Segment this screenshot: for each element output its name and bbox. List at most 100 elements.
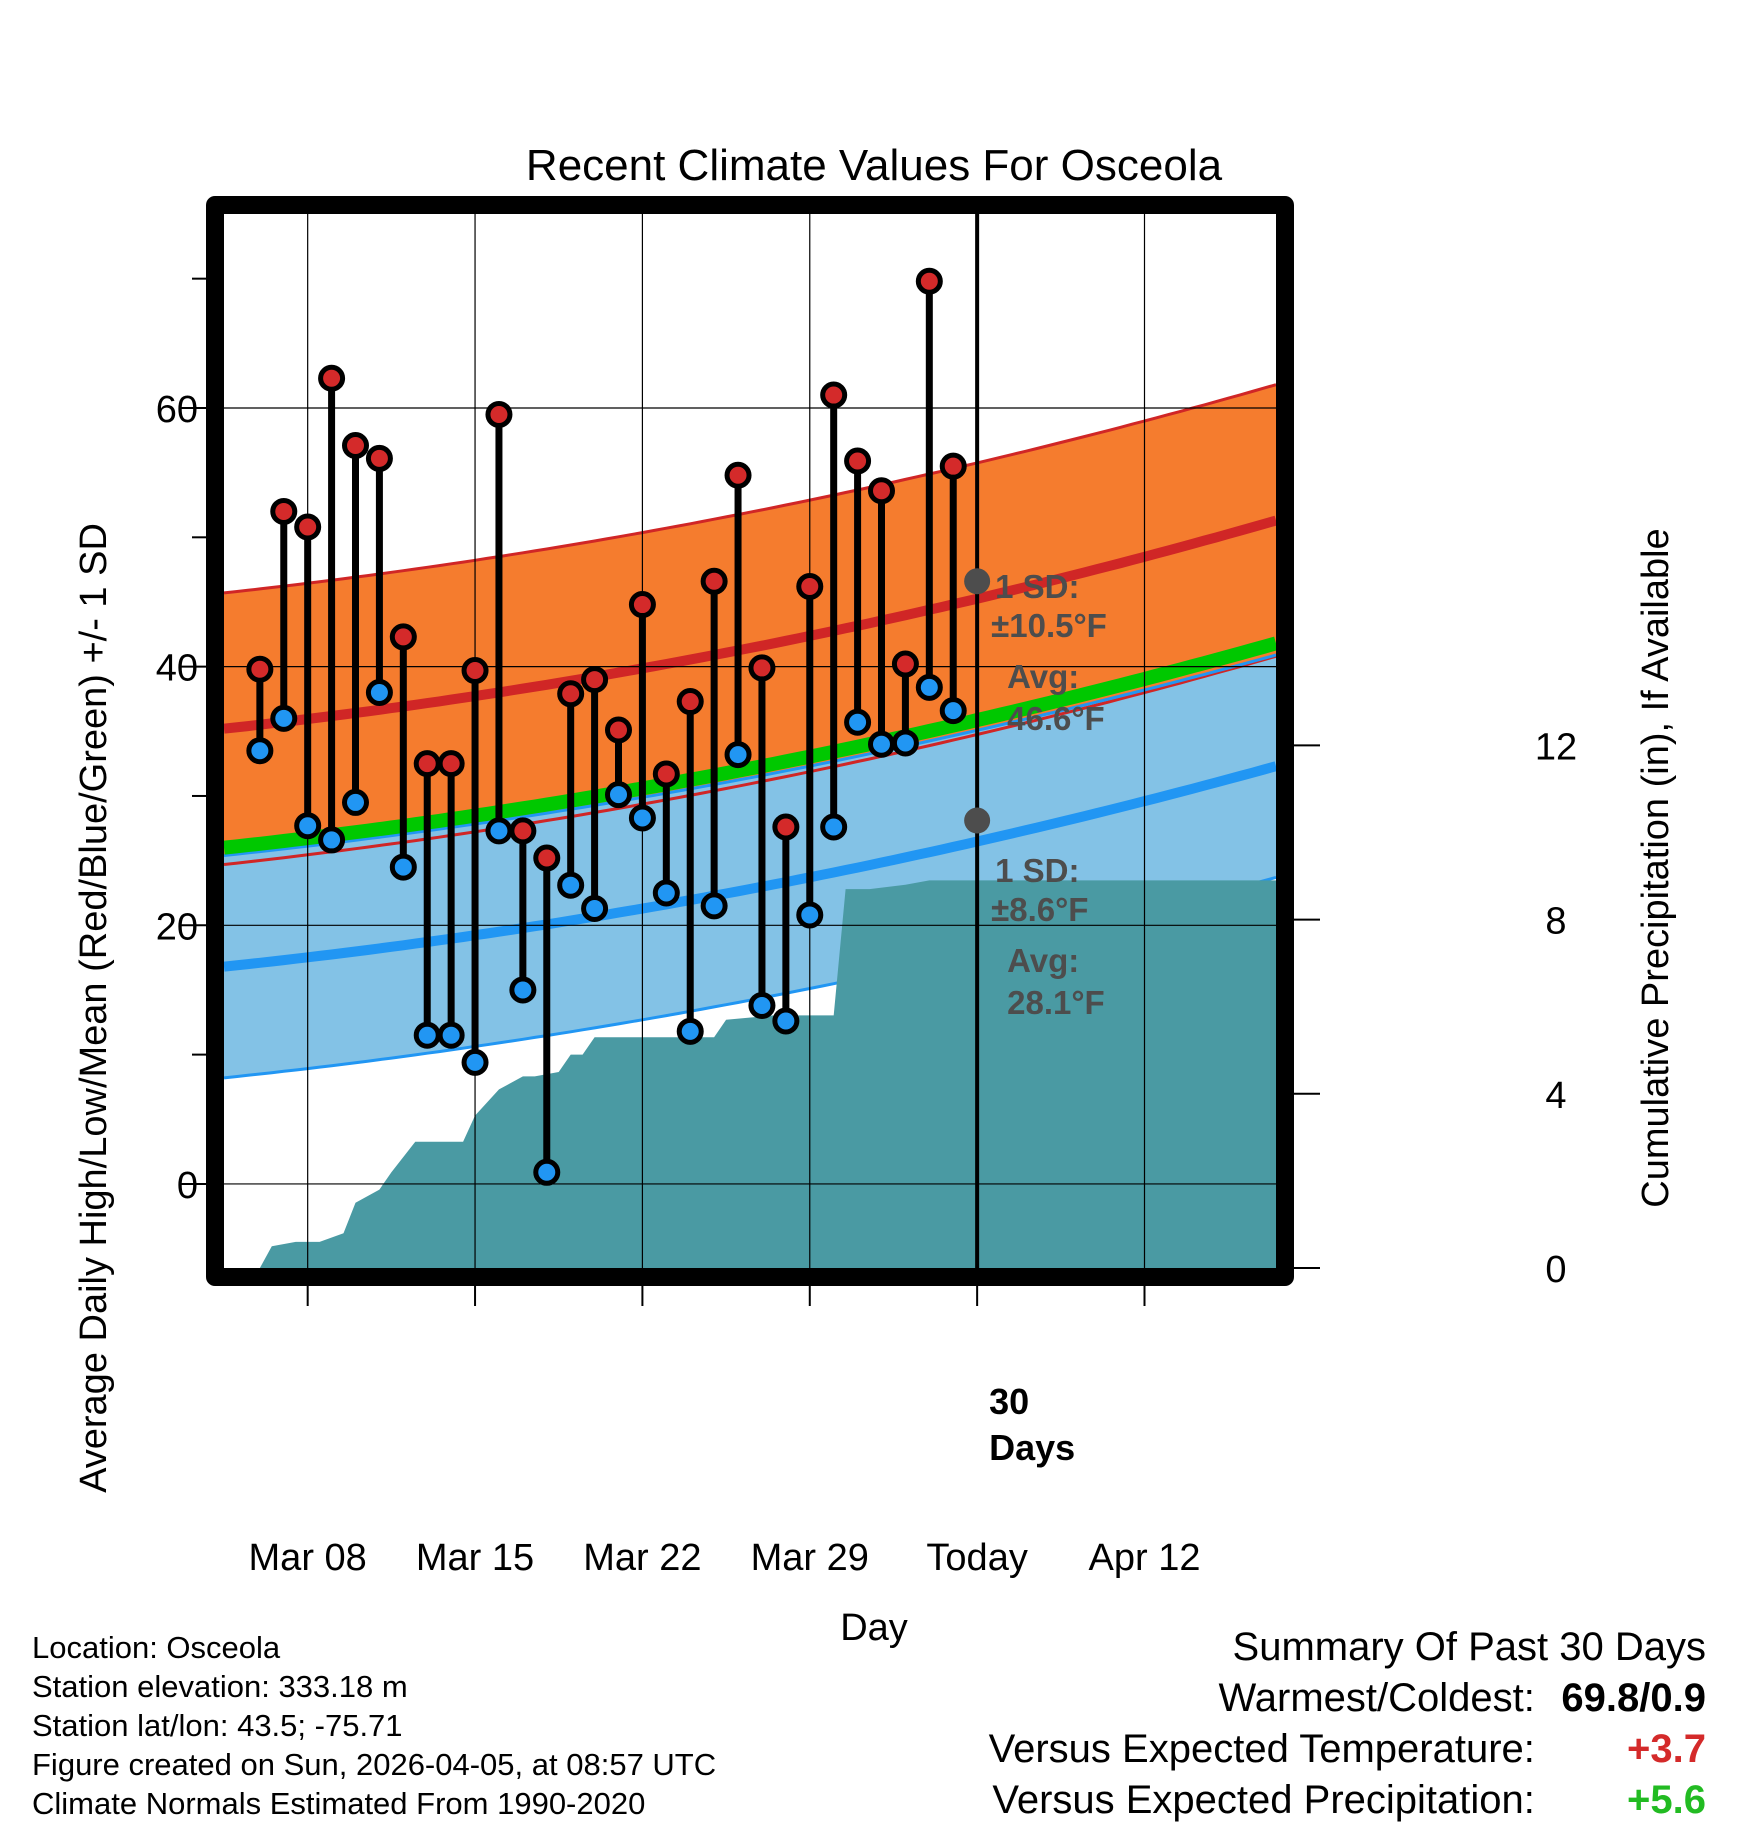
temp-value: +3.7 [1627,1727,1706,1771]
daily-high-point [389,623,417,651]
daily-high-point [485,400,513,428]
today-days-number: 30 [989,1381,1029,1422]
daily-low-point [246,737,274,765]
location-text: Location: Osceola [32,1630,281,1665]
daily-high-point [628,591,656,619]
daily-low-point [461,1048,489,1076]
daily-low-point [820,813,848,841]
high-mean-line [224,515,1276,734]
summary-temp-row: Versus Expected Temperature: +3.7 [989,1724,1706,1775]
daily-low-point [485,817,513,845]
summary-warmest-row: Warmest/Coldest: 69.8/0.9 [989,1673,1707,1724]
daily-high-point [605,716,632,744]
x-tick-label: Mar 08 [249,1537,367,1579]
y-axis-label: Average Daily High/Low/Mean (Red/Blue/Gr… [73,523,115,1493]
daily-low-point [270,704,298,732]
daily-low-point [437,1021,465,1049]
daily-high-point [318,364,346,392]
daily-low-point [915,673,943,701]
mean-line [224,636,1276,855]
daily-high-point [748,654,776,682]
x-tick-label: Apr 12 [1089,1537,1201,1579]
daily-low-point [533,1158,561,1186]
daily-low-point [868,730,895,758]
daily-high-point [270,497,298,525]
daily-low-point [844,708,872,736]
x-tick-label: Mar 15 [416,1537,534,1579]
daily-low-point [772,1007,800,1035]
y-tick-label: 40 [156,648,198,690]
today-high-avg-marker [964,568,991,595]
daily-low-point [413,1021,441,1049]
created-text: Figure created on Sun, 2026-04-05, at 08… [32,1747,717,1782]
daily-low-point [342,788,369,816]
temp-label: Versus Expected Temperature: [988,1727,1535,1771]
daily-low-point [581,894,609,922]
low-upper-edge [224,653,1276,857]
summary-panel: Summary Of Past 30 Days Warmest/Coldest:… [989,1622,1706,1826]
daily-high-point [365,444,393,472]
daily-high-point [557,680,585,708]
daily-high-point [724,461,752,489]
y2-tick-label: 12 [1535,726,1577,768]
daily-low-point [557,871,585,899]
low-sd-band [224,655,1276,1078]
daily-high-point [413,750,441,778]
y-tick-label: 0 [177,1165,198,1207]
daily-high-point [796,572,824,600]
daily-low-point [365,679,393,707]
low-sd-value: ±8.6°F [991,891,1088,928]
high-avg-label: Avg: [1007,658,1079,695]
low-avg-value: 28.1°F [1007,984,1105,1021]
plot-inner [224,214,1276,1268]
high-upper-edge [224,383,1276,595]
daily-low-point [676,1017,704,1045]
daily-high-point [676,688,704,716]
low-sd-label: 1 SD: [995,852,1079,889]
elevation-text: Station elevation: 333.18 m [32,1669,408,1704]
daily-low-point [891,729,919,757]
daily-low-point [939,697,967,725]
daily-low-point [652,879,680,907]
daily-high-point [772,813,800,841]
plot-frame [206,196,1294,1286]
high-sd-band [224,384,1276,865]
high-lower-edge [224,654,1276,866]
warmest-label: Warmest/Coldest: [1218,1676,1535,1720]
today-low-avg-marker [964,807,991,834]
high-sd-value: ±10.5°F [991,607,1107,644]
daily-high-point [939,452,967,480]
daily-high-point [437,750,465,778]
daily-low-point [724,741,752,769]
daily-low-point [294,812,322,840]
warmest-value: 69.8/0.9 [1561,1676,1706,1720]
station-info: Location: Osceola Station elevation: 333… [32,1628,716,1823]
daily-low-point [389,853,417,881]
x-tick-label: Mar 29 [751,1537,869,1579]
summary-heading: Summary Of Past 30 Days [1232,1625,1706,1669]
daily-low-point [628,804,656,832]
daily-low-point [748,991,776,1019]
y2-tick-label: 4 [1545,1075,1566,1117]
precip-value: +5.6 [1627,1778,1706,1822]
daily-high-point [844,447,872,475]
y2-tick-label: 8 [1545,901,1566,943]
low-mean-line [224,761,1276,972]
daily-high-point [246,655,274,683]
daily-high-point [700,567,728,595]
y2-axis-label: Cumulative Precipitation (in), If Availa… [1635,528,1677,1207]
latlon-text: Station lat/lon: 43.5; -75.71 [32,1708,403,1743]
high-avg-value: 46.6°F [1007,700,1105,737]
daily-low-point [318,826,346,854]
daily-low-point [700,892,728,920]
daily-low-point [509,976,537,1004]
low-avg-label: Avg: [1007,942,1079,979]
y-tick-label: 60 [156,389,198,431]
daily-low-point [605,781,632,809]
daily-high-point [461,657,489,685]
daily-high-point [868,477,895,505]
y2-tick-label: 0 [1545,1249,1566,1291]
daily-high-point [509,817,537,845]
